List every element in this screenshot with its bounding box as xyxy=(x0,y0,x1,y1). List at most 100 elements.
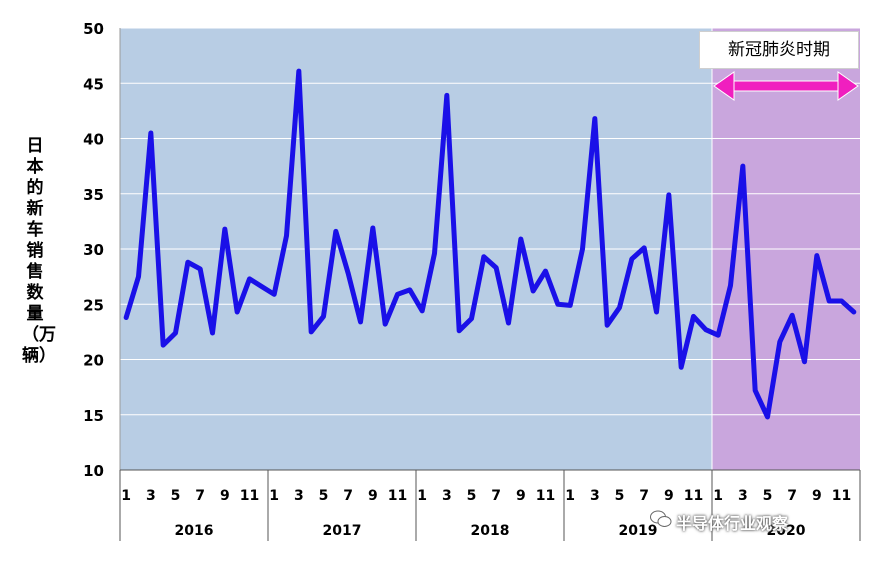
data-point xyxy=(161,343,165,347)
data-point xyxy=(531,289,535,293)
x-tick-label: 11 xyxy=(240,488,259,504)
x-tick-label: 1 xyxy=(713,488,723,504)
data-point xyxy=(790,314,794,317)
series-line-layer xyxy=(123,68,857,420)
x-tick-label: 3 xyxy=(146,488,156,504)
data-point xyxy=(630,257,634,261)
x-tick-label: 1 xyxy=(269,488,279,504)
covid-arrow-left-head xyxy=(713,71,735,101)
x-tick-label: 3 xyxy=(442,488,452,504)
data-point xyxy=(519,237,523,241)
data-point xyxy=(272,293,276,296)
y-tick-label: 25 xyxy=(83,296,104,314)
data-point xyxy=(778,340,782,344)
covid-arrow-shaft xyxy=(729,80,843,92)
x-tick-label: 3 xyxy=(590,488,600,504)
year-label: 2018 xyxy=(471,523,510,539)
x-tick-label: 11 xyxy=(536,488,555,504)
data-point xyxy=(124,316,128,319)
data-point xyxy=(507,321,510,325)
x-tick-label: 9 xyxy=(368,488,378,504)
data-point xyxy=(568,304,572,307)
x-tick-label: 9 xyxy=(516,488,526,504)
data-point xyxy=(494,266,498,269)
x-tick-label: 3 xyxy=(294,488,304,504)
data-point xyxy=(297,69,301,73)
data-point xyxy=(383,322,387,326)
x-tick-label: 11 xyxy=(684,488,703,504)
x-tick-label: 3 xyxy=(738,488,748,504)
wechat-icon xyxy=(650,510,672,527)
x-tick-label: 11 xyxy=(388,488,407,504)
data-point xyxy=(827,299,831,303)
covid-period-label: 新冠肺炎时期 xyxy=(699,31,859,69)
data-point xyxy=(174,331,177,335)
data-point xyxy=(334,230,338,233)
data-point xyxy=(359,320,362,324)
data-point xyxy=(186,261,190,264)
y-tick-label: 20 xyxy=(83,352,104,370)
data-point xyxy=(470,317,473,320)
covid-arrow-right-head xyxy=(837,71,859,101)
data-point xyxy=(753,389,757,392)
data-point xyxy=(235,310,239,314)
data-point xyxy=(137,275,140,278)
x-tick-label: 9 xyxy=(812,488,822,504)
data-point xyxy=(605,324,609,327)
x-tick-label: 7 xyxy=(195,488,205,504)
year-label: 2019 xyxy=(619,523,658,539)
data-point xyxy=(445,94,449,97)
x-tick-label: 5 xyxy=(319,488,329,504)
x-tick-label: 5 xyxy=(467,488,477,504)
data-point xyxy=(309,330,313,334)
x-tick-label: 1 xyxy=(121,488,131,504)
data-point xyxy=(433,252,436,255)
data-point xyxy=(581,247,584,251)
data-point xyxy=(408,288,412,292)
data-point xyxy=(852,310,856,314)
data-point xyxy=(716,333,720,337)
data-point xyxy=(729,284,732,287)
data-point xyxy=(149,131,153,135)
data-point xyxy=(396,293,399,296)
data-point xyxy=(704,328,708,331)
year-label: 2017 xyxy=(323,523,362,539)
y-axis-ticks: 10 15 20 25 30 35 40 45 50 xyxy=(83,20,104,480)
x-tick-label: 5 xyxy=(763,488,773,504)
x-tick-label: 7 xyxy=(343,488,353,504)
x-tick-label: 11 xyxy=(832,488,851,504)
data-point xyxy=(544,269,547,273)
data-point xyxy=(223,227,227,231)
data-point xyxy=(420,309,424,313)
covid-arrow xyxy=(713,71,859,101)
data-point xyxy=(803,360,806,363)
y-tick-label: 45 xyxy=(83,75,104,93)
x-tick-label: 7 xyxy=(787,488,797,504)
y-tick-label: 10 xyxy=(83,462,104,480)
data-point xyxy=(482,255,486,258)
data-point xyxy=(642,246,646,250)
data-point xyxy=(556,303,560,306)
y-tick-label: 40 xyxy=(83,131,104,149)
data-point xyxy=(371,226,375,230)
x-tick-label: 7 xyxy=(491,488,501,504)
y-tick-label: 35 xyxy=(83,186,104,204)
data-point xyxy=(840,299,843,303)
data-point xyxy=(260,285,264,288)
data-point xyxy=(692,315,695,318)
x-tick-label: 7 xyxy=(639,488,649,504)
year-label: 2020 xyxy=(767,523,806,539)
data-point xyxy=(667,193,671,197)
data-point xyxy=(211,331,214,335)
x-tick-label: 9 xyxy=(664,488,674,504)
data-point xyxy=(285,234,288,237)
data-point xyxy=(655,310,658,314)
y-tick-label: 15 xyxy=(83,407,104,425)
data-point xyxy=(618,306,621,309)
data-point xyxy=(679,366,683,369)
x-tick-label: 1 xyxy=(565,488,575,504)
series-line xyxy=(123,68,857,420)
y-tick-label: 50 xyxy=(83,20,104,38)
